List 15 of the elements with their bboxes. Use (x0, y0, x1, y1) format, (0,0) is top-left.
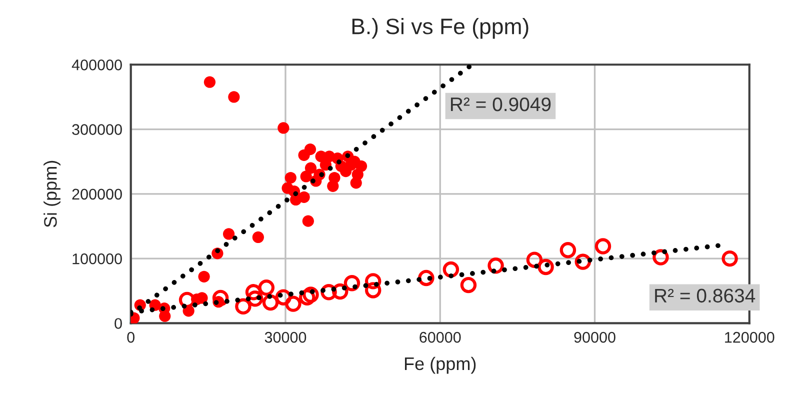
x-tick-label: 90000 (574, 332, 616, 343)
x-tick-label: 120000 (725, 332, 774, 343)
chart-title: B.) Si vs Fe (ppm) (352, 18, 528, 39)
annotation: R² = 0.8634 (655, 288, 756, 303)
x-tick-label: 60000 (420, 332, 461, 343)
annotation: R² = 0.9049 (450, 97, 551, 112)
y-tick-label: 300000 (72, 124, 122, 135)
y-tick-label: 100000 (72, 253, 122, 264)
y-tick-label: 200000 (72, 188, 122, 200)
y-tick-label: 400000 (72, 60, 122, 70)
x-tick-label: 0 (127, 332, 134, 343)
x-axis-title: Fe (ppm) (404, 356, 476, 374)
x-tick-label: 30000 (264, 332, 306, 343)
y-axis-title: Si (ppm) (44, 160, 60, 228)
y-tick-label: 0 (114, 318, 122, 329)
